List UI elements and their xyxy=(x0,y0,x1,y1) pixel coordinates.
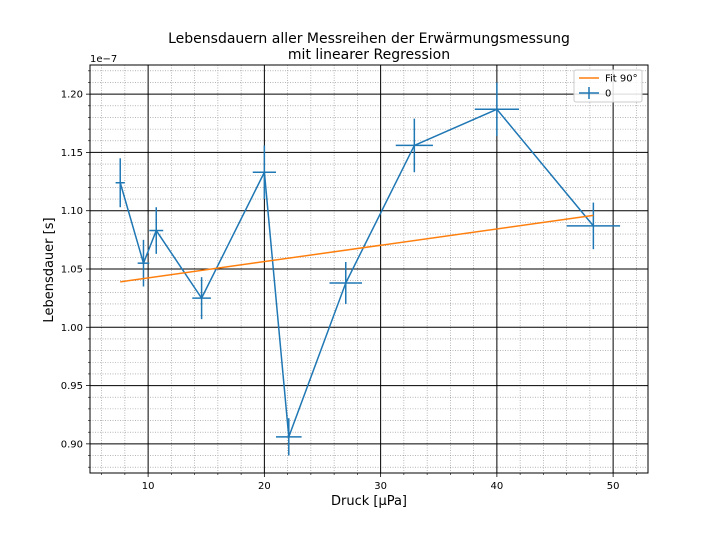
y-offset-label: 1e−7 xyxy=(90,54,117,65)
legend-fit-label: Fit 90° xyxy=(605,74,638,85)
fit-line xyxy=(120,214,594,283)
y-tick-label: 1.20 xyxy=(61,90,83,101)
data-point xyxy=(149,207,164,254)
series-0-line xyxy=(119,108,594,438)
x-tick-label: 50 xyxy=(607,481,620,492)
data-point xyxy=(192,277,211,320)
legend: Fit 90° 0 xyxy=(573,69,643,103)
data-point xyxy=(329,262,363,304)
y-tick-label: 0.95 xyxy=(61,381,83,392)
y-tick-label: 0.90 xyxy=(61,439,83,450)
data-point xyxy=(566,202,621,250)
data-point xyxy=(474,82,519,137)
y-tick-label: 1.15 xyxy=(61,148,83,159)
x-tick-label: 20 xyxy=(258,481,271,492)
y-axis-label: Lebensdauer [s] xyxy=(42,217,57,322)
data-point xyxy=(276,418,302,456)
y-tick-label: 1.05 xyxy=(61,265,83,276)
x-axis-label: Druck [μPa] xyxy=(331,494,407,509)
chart-title: Lebensdauern aller Messreihen der Erwärm… xyxy=(168,31,570,47)
y-tick-label: 1.00 xyxy=(61,323,83,334)
x-tick-label: 30 xyxy=(374,481,387,492)
x-tick-label: 10 xyxy=(142,481,155,492)
plot-frame xyxy=(89,64,649,474)
chart-subtitle: mit linearer Regression xyxy=(288,47,450,63)
data-point xyxy=(115,158,125,208)
data-point xyxy=(395,118,433,173)
y-tick-label: 1.10 xyxy=(61,206,83,217)
legend-data-label: 0 xyxy=(605,89,611,100)
plot-area: 10 20 30 40 50 0.90 0.95 1.00 1.05 1.10 1.15 1.20 Fi… xyxy=(61,64,649,492)
data-point xyxy=(252,145,276,200)
x-tick-label: 40 xyxy=(491,481,504,492)
